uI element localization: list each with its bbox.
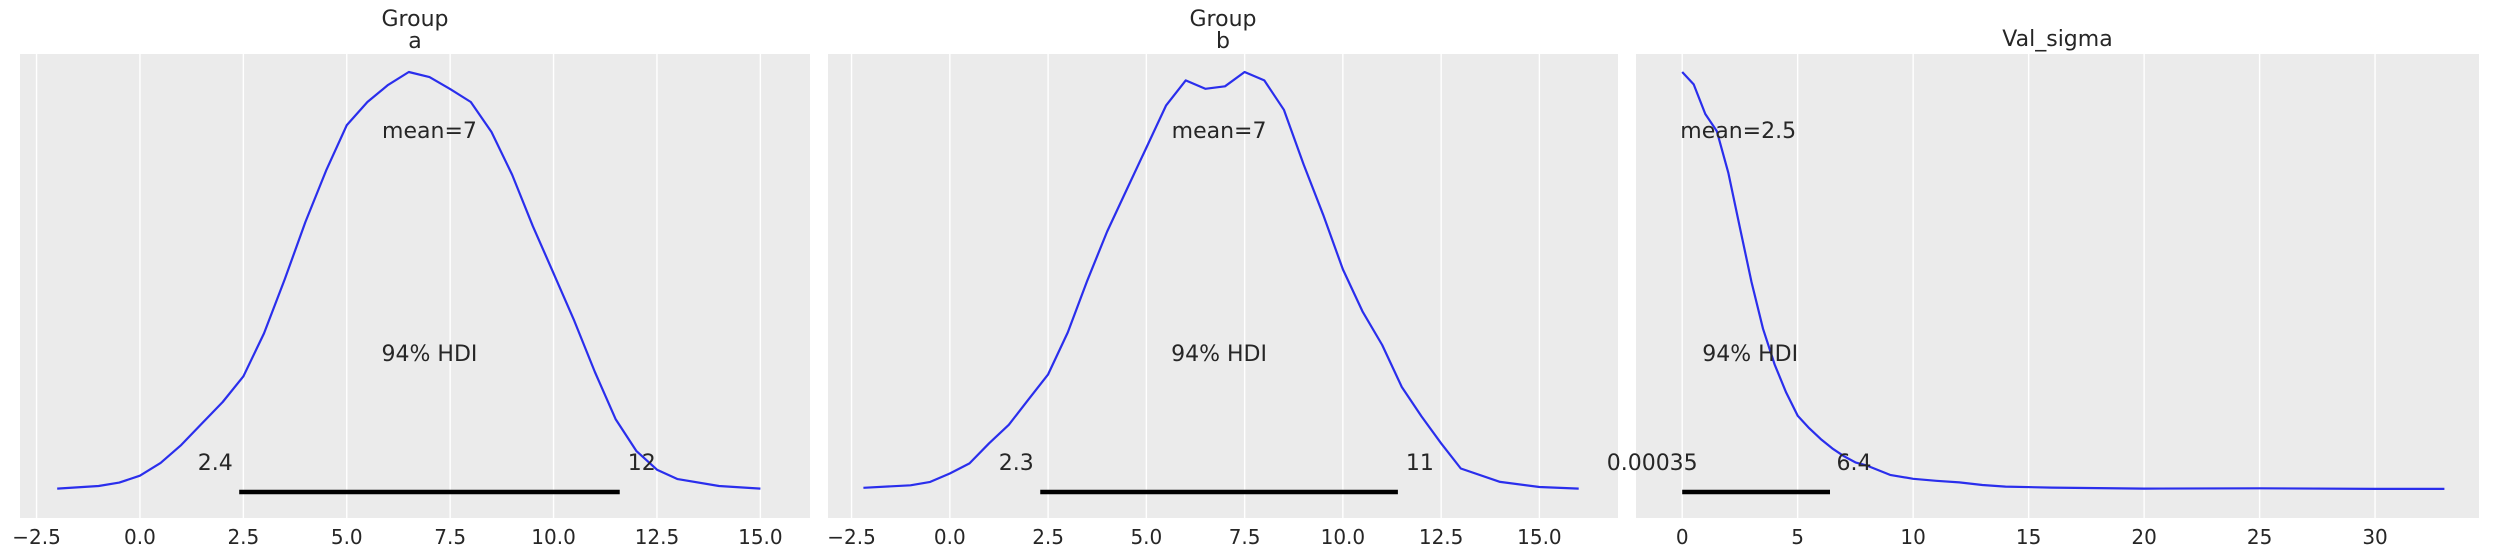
x-tick-label: 15.0 [1517, 525, 1562, 549]
panel-title: Val_sigma [2002, 27, 2112, 52]
plot-area [20, 54, 810, 518]
posterior-panel-2 [828, 54, 1618, 518]
mean-label: mean=7 [1172, 119, 1267, 144]
x-tick-label: 12.5 [1419, 525, 1464, 549]
x-tick-label: 30 [2362, 525, 2387, 549]
x-tick-label: 15 [2016, 525, 2041, 549]
x-tick-label: −2.5 [12, 525, 61, 549]
x-tick-label: 20 [2131, 525, 2156, 549]
mean-label: mean=2.5 [1680, 119, 1796, 144]
x-tick-label: 25 [2247, 525, 2272, 549]
panel-subtitle: b [1216, 29, 1230, 54]
x-tick-label: 5.0 [331, 525, 363, 549]
x-tick-label: 7.5 [1229, 525, 1261, 549]
x-tick-label: 12.5 [635, 525, 680, 549]
x-tick-label: 10.0 [1321, 525, 1366, 549]
hdi-high-label: 12 [628, 451, 656, 476]
x-tick-label: 5.0 [1130, 525, 1162, 549]
x-tick-label: 2.5 [227, 525, 259, 549]
hdi-label: 94% HDI [382, 342, 478, 367]
x-tick-label: 10.0 [531, 525, 576, 549]
x-tick-label: 15.0 [738, 525, 783, 549]
plot-area [1636, 54, 2479, 518]
panel-title: Group [1190, 7, 1257, 32]
hdi-label: 94% HDI [1171, 342, 1267, 367]
x-tick-label: −2.5 [827, 525, 876, 549]
posterior-panel-3 [1636, 54, 2479, 518]
x-tick-label: 0.0 [124, 525, 156, 549]
hdi-low-label: 2.4 [198, 451, 233, 476]
hdi-high-label: 11 [1406, 451, 1434, 476]
hdi-high-label: 6.4 [1837, 451, 1872, 476]
x-tick-label: 2.5 [1032, 525, 1064, 549]
posterior-panel-1 [20, 54, 810, 518]
x-tick-label: 0 [1676, 525, 1689, 549]
mean-label: mean=7 [382, 119, 477, 144]
density-curve [57, 70, 761, 490]
x-tick-label: 0.0 [934, 525, 966, 549]
x-tick-label: 7.5 [434, 525, 466, 549]
hdi-low-label: 0.00035 [1607, 451, 1698, 476]
x-tick-label: 5 [1791, 525, 1804, 549]
x-tick-label: 10 [1900, 525, 1925, 549]
panel-subtitle: a [408, 29, 421, 54]
density-curve [863, 70, 1579, 490]
plot-area [828, 54, 1618, 518]
hdi-low-label: 2.3 [999, 451, 1034, 476]
hdi-label: 94% HDI [1702, 342, 1798, 367]
density-curve [1681, 71, 2445, 490]
panel-title: Group [382, 7, 449, 32]
